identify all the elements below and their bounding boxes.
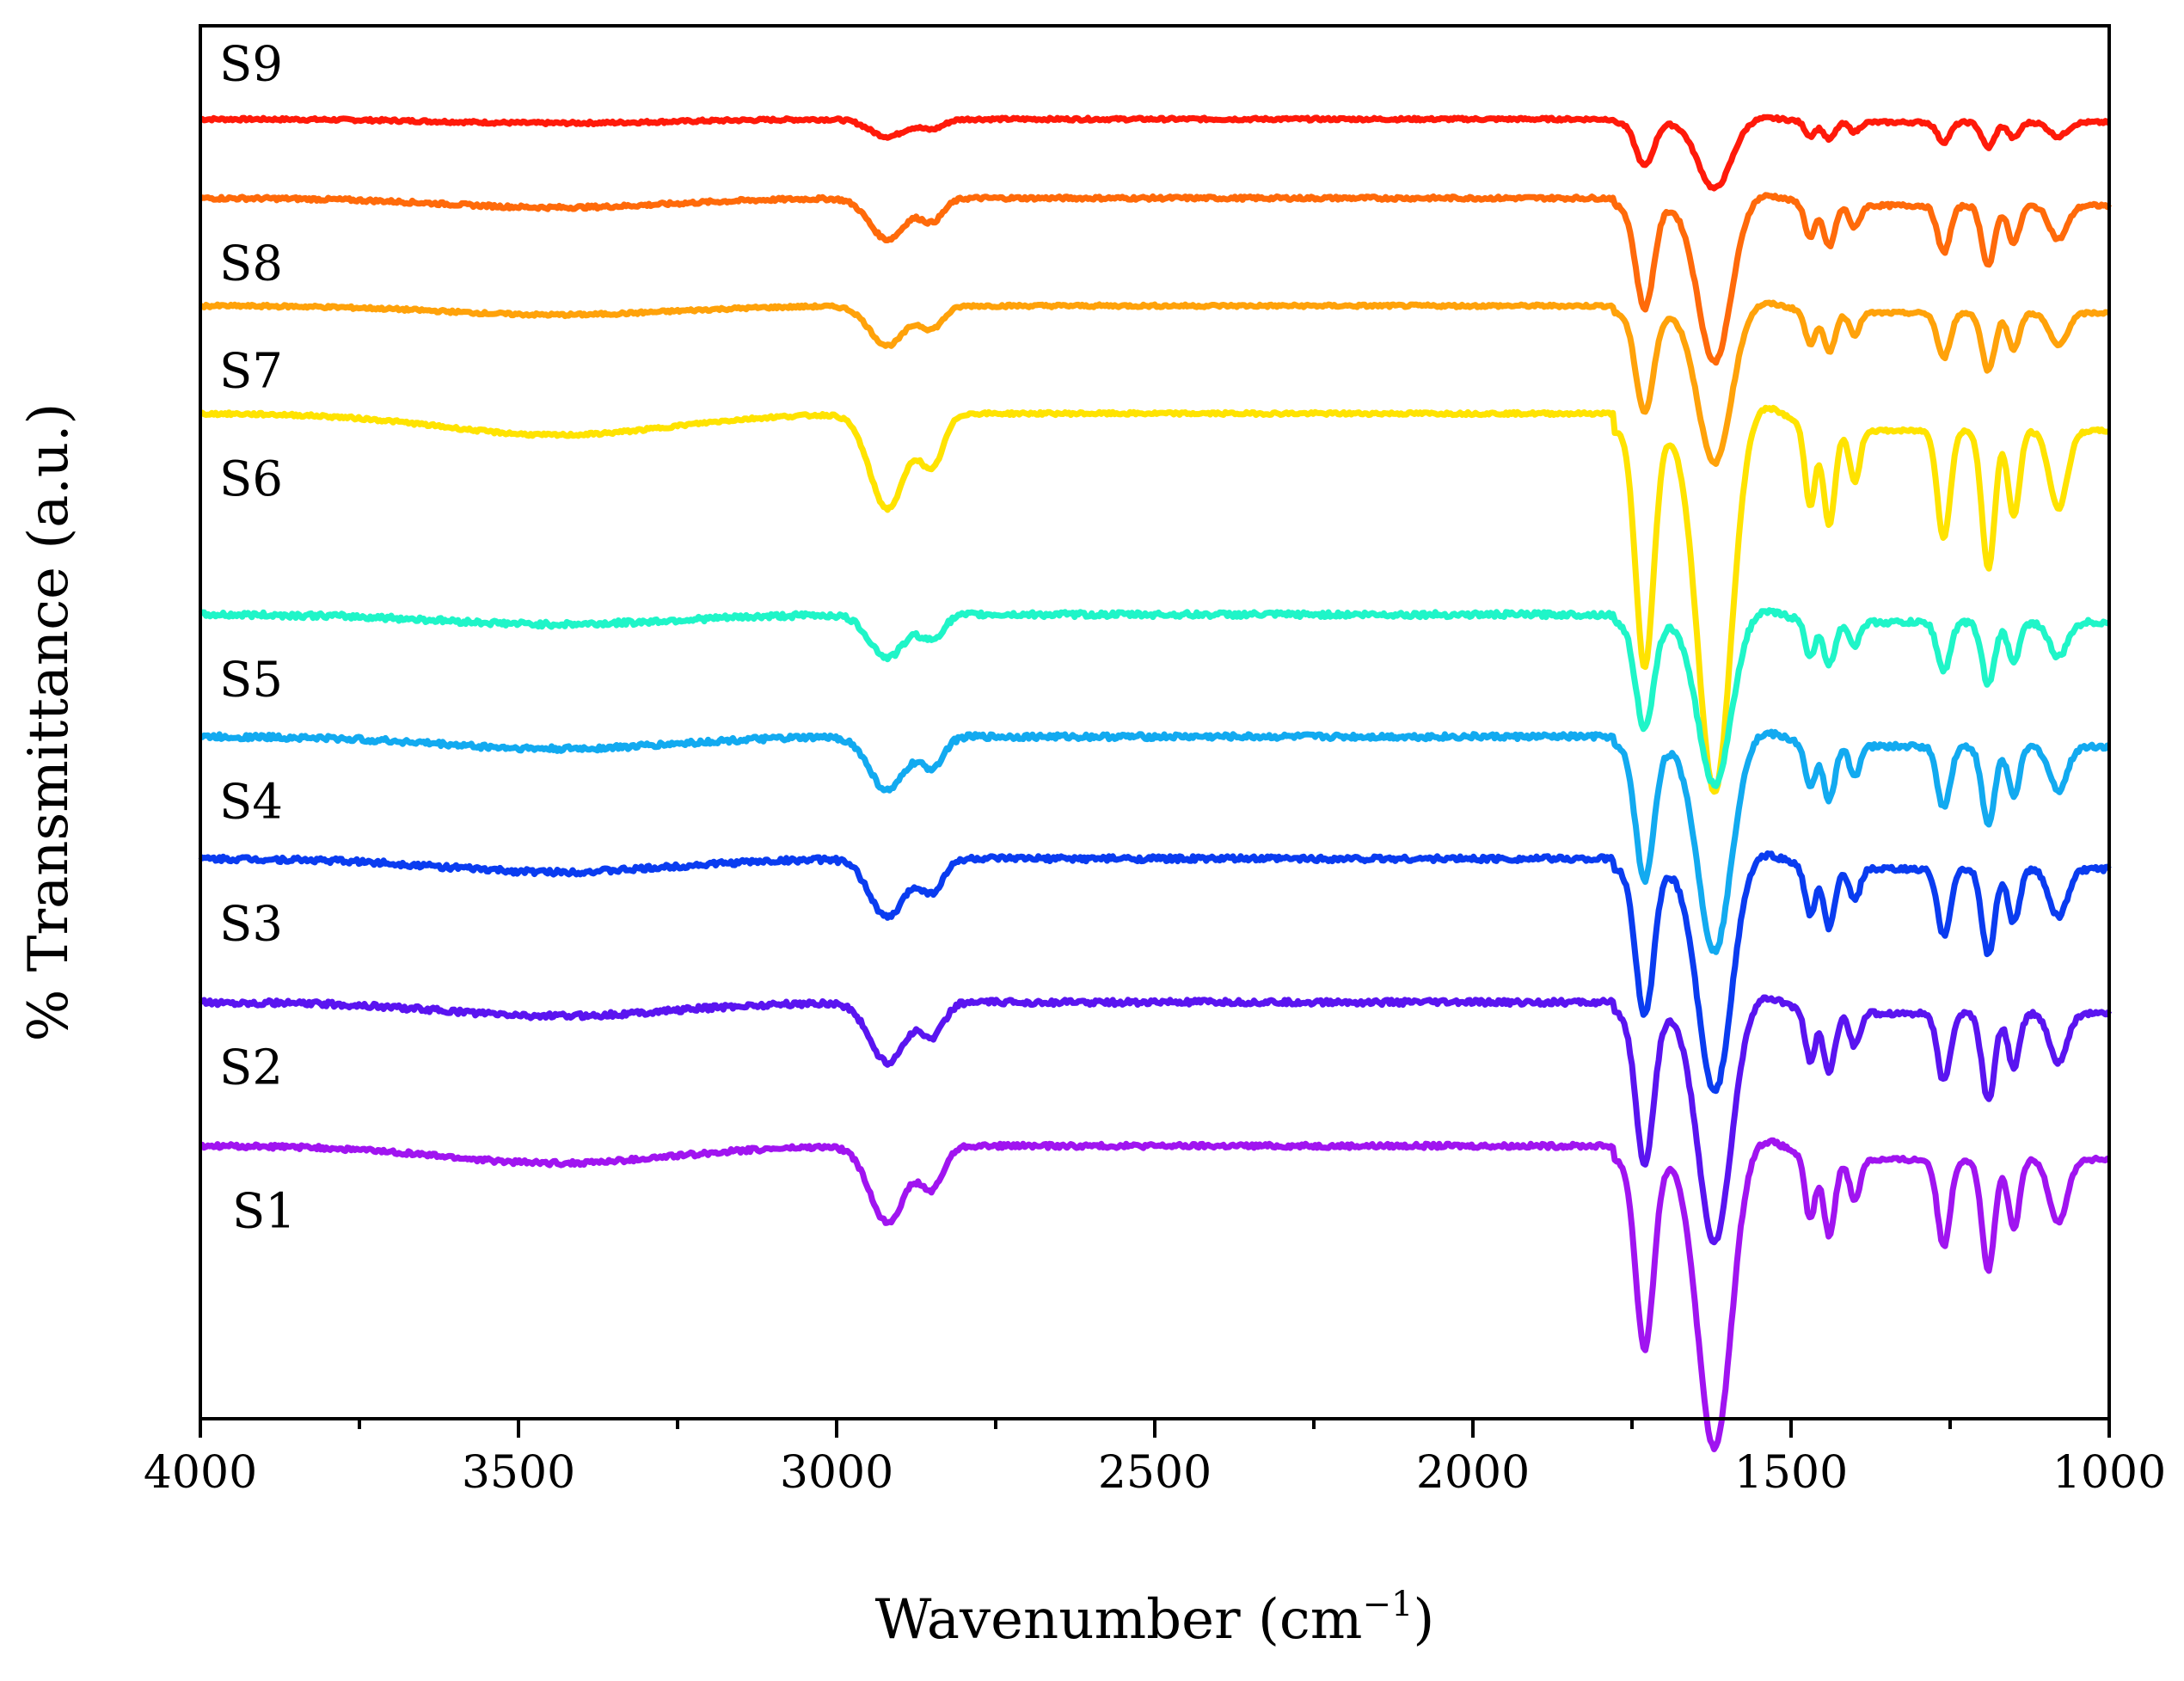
x-tick-label: 4000 [144, 1447, 257, 1499]
x-axis-title-close: ) [1413, 1588, 1434, 1652]
series-line-s8 [199, 192, 2112, 366]
x-axis-title-sup: −1 [1362, 1585, 1413, 1624]
series-line-s3 [198, 850, 2112, 1095]
x-tick-label: 1000 [2052, 1447, 2166, 1499]
series-label-s7: S7 [219, 344, 283, 400]
series-label-s8: S8 [219, 236, 283, 291]
series-labels: S9 S8 S7 S6 S5 S4 S3 S2 S1 [219, 37, 296, 1240]
x-tick-label: 2000 [1416, 1447, 1530, 1499]
x-axis-title: Wavenumber (cm−1) [875, 1585, 1435, 1652]
x-tick-label: 3000 [780, 1447, 893, 1499]
series-line-s5 [198, 607, 2111, 789]
series-label-s2: S2 [219, 1040, 283, 1096]
series-line-s4 [199, 728, 2112, 955]
x-axis-ticks: 4000 3500 3000 2500 2000 1500 1000 [144, 1419, 2166, 1499]
series-line-s1 [199, 1137, 2111, 1452]
series-line-s6 [199, 404, 2111, 795]
series-label-s1: S1 [232, 1184, 296, 1240]
x-axis-title-main: Wavenumber (cm [875, 1588, 1363, 1652]
x-tick-label: 1500 [1734, 1447, 1848, 1499]
series-label-s5: S5 [219, 653, 283, 709]
series-label-s4: S4 [219, 775, 283, 831]
series-label-s3: S3 [219, 897, 283, 953]
series-line-s7 [198, 299, 2111, 467]
series-line-s2 [198, 994, 2113, 1246]
series-label-s9: S9 [219, 37, 283, 93]
series-line-s9 [199, 113, 2112, 192]
x-tick-label: 3500 [462, 1447, 575, 1499]
x-tick-label: 2500 [1098, 1447, 1212, 1499]
series-lines [198, 113, 2113, 1452]
series-label-s6: S6 [219, 451, 283, 507]
y-axis-title: % Transmittance (a.u.) [17, 403, 81, 1042]
